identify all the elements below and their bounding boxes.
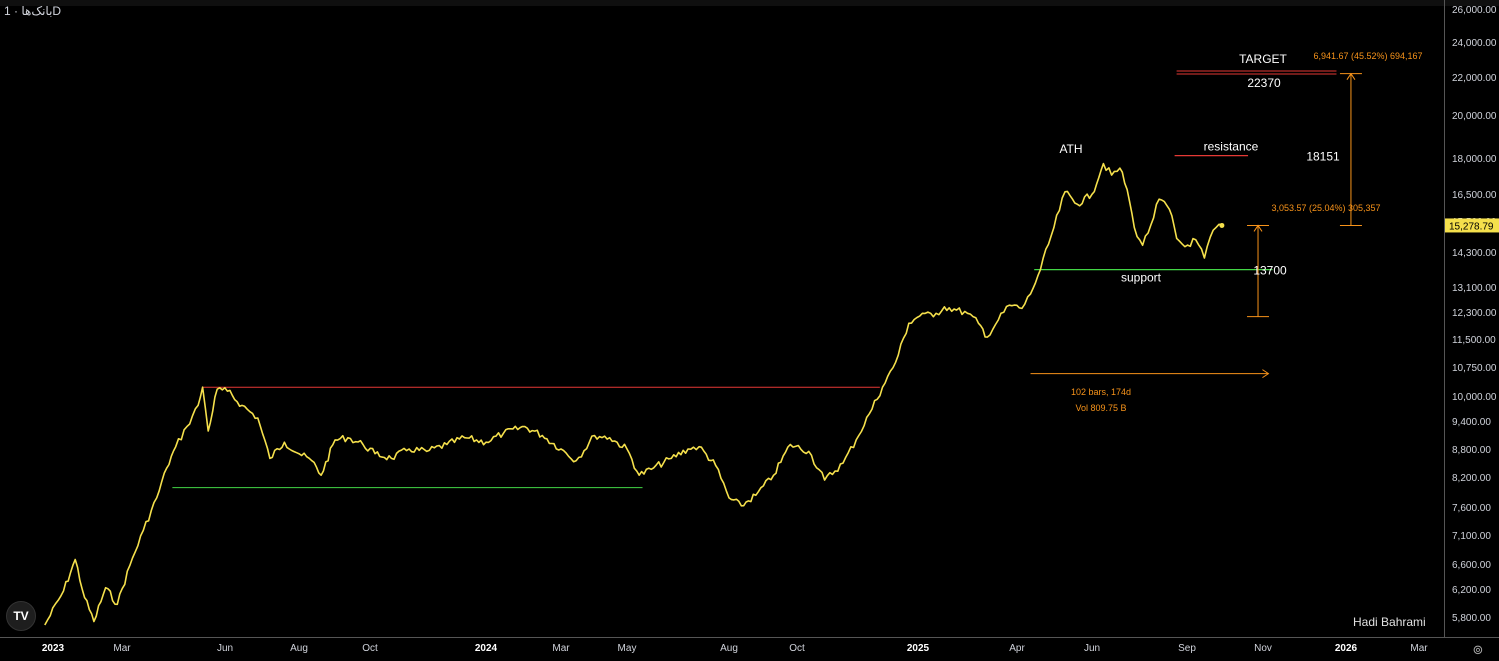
target-value-label: 22370 (1247, 76, 1281, 90)
support-value-label: 13700 (1253, 264, 1287, 278)
x-tick-label: 2023 (42, 643, 65, 654)
measure-2-arrowhead (1346, 72, 1356, 80)
y-tick-label: 18,000.00 (1452, 154, 1497, 165)
ath-label: ATH (1059, 142, 1082, 156)
y-tick-label: 7,600.00 (1452, 503, 1491, 514)
y-tick-label: 20,000.00 (1452, 111, 1497, 122)
resistance-label: resistance (1204, 140, 1259, 154)
x-tick-label: Aug (720, 643, 738, 654)
x-tick-label: Jun (1084, 643, 1100, 654)
last-price-dot (1219, 222, 1225, 228)
x-tick-label: Nov (1254, 643, 1272, 654)
measure-1-arrowhead (1253, 224, 1263, 232)
measure-2-label: 6,941.67 (45.52%) 694,167 (1313, 51, 1422, 61)
date-range-bars-label: 102 bars, 174d (1071, 387, 1131, 397)
y-tick-label: 11,500.00 (1452, 335, 1496, 346)
y-tick-label: 8,200.00 (1452, 473, 1491, 484)
y-tick-label: 12,300.00 (1452, 308, 1497, 319)
y-tick-label: 7,100.00 (1452, 531, 1491, 542)
support-label: support (1121, 271, 1162, 285)
annotations (172, 70, 1362, 489)
price-line (44, 162, 1223, 626)
author-signature: Hadi Bahrami (1353, 615, 1426, 629)
tradingview-logo[interactable]: TV (6, 601, 36, 631)
y-tick-label: 14,300.00 (1452, 248, 1497, 259)
x-tick-label: Jun (217, 643, 233, 654)
x-tick-label: 2024 (475, 643, 498, 654)
y-tick-label: 26,000.00 (1452, 5, 1497, 16)
last-price-label: 15,278.79 (1449, 221, 1494, 232)
y-tick-label: 22,000.00 (1452, 73, 1497, 84)
price-axis[interactable]: 26,000.00 24,000.00 22,000.00 20,000.00 18,0… (1445, 5, 1499, 624)
y-tick-label: 9,400.00 (1452, 417, 1491, 428)
x-tick-label: Oct (362, 643, 378, 654)
x-tick-label: May (618, 643, 637, 654)
date-range-arrowhead (1262, 369, 1270, 379)
x-tick-label: 2026 (1335, 643, 1358, 654)
y-tick-label: 13,100.00 (1452, 283, 1497, 294)
x-tick-label: Aug (290, 643, 308, 654)
y-tick-label: 6,600.00 (1452, 560, 1491, 571)
x-tick-label: 2025 (907, 643, 930, 654)
tv-logo-glyph: TV (13, 609, 29, 623)
price-series (44, 162, 1225, 626)
target-label: TARGET (1239, 52, 1287, 66)
top-toolbar-strip (0, 0, 1499, 6)
date-range-volume-label: Vol 809.75 B (1075, 403, 1126, 413)
annotation-labels: support 13700 resistance 18151 TARGET 22370 AT… (1059, 51, 1422, 413)
y-tick-label: 10,750.00 (1452, 363, 1497, 374)
y-tick-label: 16,500.00 (1452, 190, 1497, 201)
x-tick-label: Mar (113, 643, 131, 654)
y-tick-label: 24,000.00 (1452, 38, 1497, 49)
x-tick-label: Mar (552, 643, 570, 654)
symbol-title[interactable]: بانک‌ها · 1D (4, 4, 62, 18)
axes (0, 0, 1499, 638)
resistance-value-label: 18151 (1306, 150, 1340, 164)
measure-1-label: 3,053.57 (25.04%) 305,357 (1271, 203, 1380, 213)
time-axis[interactable]: 2023 Mar Jun Aug Oct 2024 Mar May Aug Oct 2025 Apr J… (42, 643, 1428, 654)
x-tick-label: Mar (1410, 643, 1428, 654)
y-tick-label: 6,200.00 (1452, 585, 1491, 596)
x-tick-label: Sep (1178, 643, 1196, 654)
x-tick-label: Apr (1009, 643, 1025, 654)
y-tick-label: 10,000.00 (1452, 392, 1497, 403)
y-tick-label: 5,800.00 (1452, 613, 1491, 624)
settings-icon[interactable]: ⊚ (1472, 642, 1484, 657)
x-tick-label: Oct (789, 643, 805, 654)
y-tick-label: 8,800.00 (1452, 445, 1491, 456)
last-price-badge[interactable] (1445, 218, 1499, 233)
